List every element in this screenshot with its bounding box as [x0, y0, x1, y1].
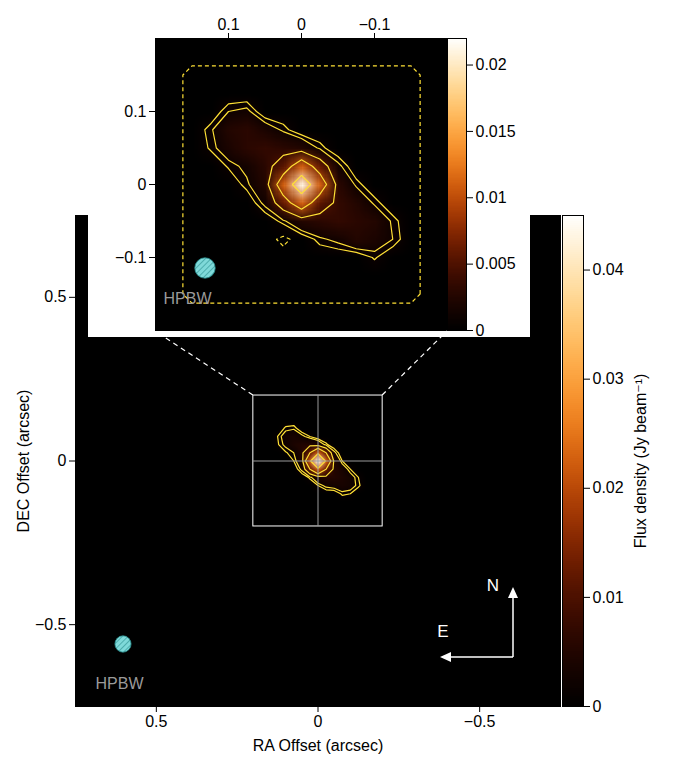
svg-text:0.02: 0.02 — [476, 56, 507, 73]
svg-text:−0.5: −0.5 — [35, 616, 67, 633]
svg-text:0.01: 0.01 — [476, 189, 507, 206]
svg-text:0: 0 — [297, 16, 306, 33]
svg-text:0.5: 0.5 — [44, 288, 66, 305]
svg-text:0.1: 0.1 — [217, 16, 239, 33]
svg-text:0: 0 — [593, 698, 602, 715]
svg-text:0: 0 — [138, 176, 147, 193]
svg-text:Flux density (Jy beam⁻¹): Flux density (Jy beam⁻¹) — [632, 374, 649, 549]
svg-text:0: 0 — [58, 452, 67, 469]
svg-text:N: N — [487, 576, 499, 595]
svg-text:0.02: 0.02 — [593, 479, 624, 496]
svg-text:0.015: 0.015 — [476, 123, 516, 140]
svg-text:−0.1: −0.1 — [115, 249, 147, 266]
svg-text:RA Offset (arcsec): RA Offset (arcsec) — [253, 737, 383, 754]
svg-text:−0.1: −0.1 — [359, 16, 391, 33]
svg-text:HPBW: HPBW — [96, 675, 145, 692]
svg-text:E: E — [437, 622, 448, 641]
svg-text:0.5: 0.5 — [145, 713, 167, 730]
svg-text:−0.5: −0.5 — [464, 713, 496, 730]
svg-text:0.01: 0.01 — [593, 589, 624, 606]
svg-text:DEC Offset (arcsec): DEC Offset (arcsec) — [15, 390, 32, 533]
svg-text:0.03: 0.03 — [593, 370, 624, 387]
svg-text:0.04: 0.04 — [593, 261, 624, 278]
svg-text:0.005: 0.005 — [476, 255, 516, 272]
svg-text:0.1: 0.1 — [124, 103, 146, 120]
svg-text:0: 0 — [476, 322, 485, 339]
svg-text:0: 0 — [314, 713, 323, 730]
svg-text:HPBW: HPBW — [164, 290, 213, 307]
